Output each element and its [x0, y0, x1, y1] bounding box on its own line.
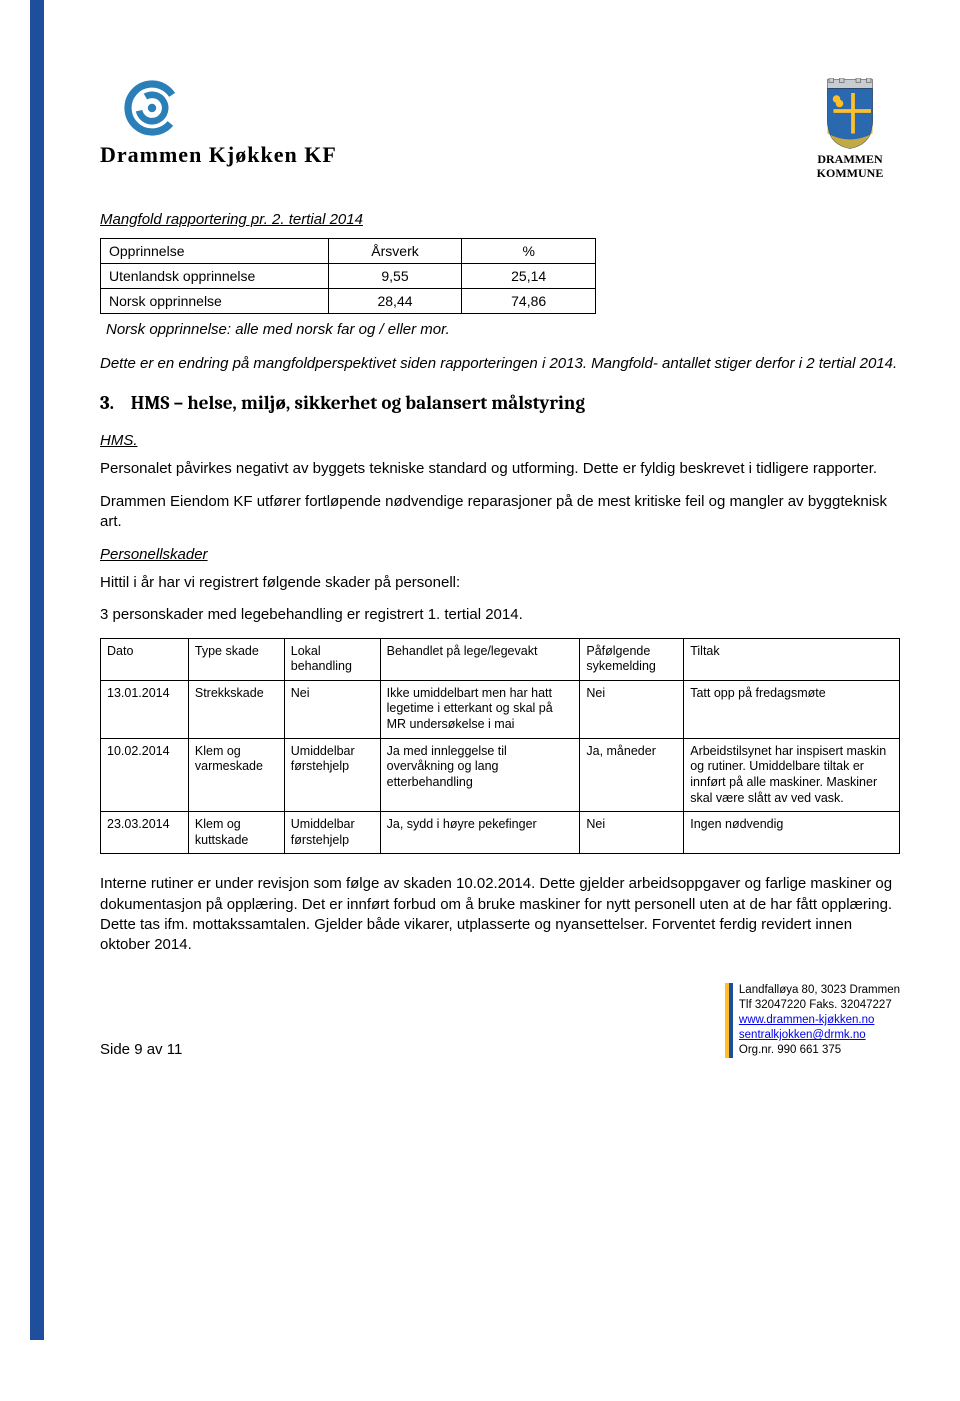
- section-3-heading: 3. HMS – helse, miljø, sikkerhet og bala…: [100, 392, 900, 414]
- skader-col-header: Tiltak: [684, 638, 900, 680]
- contact-phone: Tlf 32047220 Faks. 32047227: [739, 998, 900, 1013]
- table-cell: Umiddelbar førstehjelp: [284, 738, 380, 812]
- kommune-label: DRAMMEN KOMMUNE: [817, 152, 884, 181]
- table-cell: Ja, måneder: [580, 738, 684, 812]
- logo-left: Drammen Kjøkken KF: [100, 78, 337, 168]
- logo-right: DRAMMEN KOMMUNE: [800, 78, 900, 181]
- table-row: 10.02.2014Klem og varmeskadeUmiddelbar f…: [101, 738, 900, 812]
- personell-label: Personellskader: [100, 546, 900, 563]
- table-cell: 13.01.2014: [101, 680, 189, 738]
- table-cell: 10.02.2014: [101, 738, 189, 812]
- table-cell: Tatt opp på fredagsmøte: [684, 680, 900, 738]
- personell-p2: 3 personskader med legebehandling er reg…: [100, 605, 900, 625]
- mangfold-table: OpprinnelseÅrsverk% Utenlandsk opprinnel…: [100, 238, 596, 314]
- table-cell: Umiddelbar førstehjelp: [284, 812, 380, 854]
- hms-p1: Personalet påvirkes negativt av byggets …: [100, 459, 900, 479]
- table-cell: Klem og varmeskade: [188, 738, 284, 812]
- header: Drammen Kjøkken KF DRAMMEN KOMMUNE: [100, 78, 900, 181]
- table-cell: 9,55: [328, 263, 462, 288]
- shield-icon: [820, 78, 880, 150]
- kommune-line2: KOMMUNE: [817, 166, 884, 180]
- conclusion: Interne rutiner er under revisjon som fø…: [100, 874, 900, 955]
- mangfold-explain: Dette er en endring på mangfoldperspekti…: [100, 354, 900, 374]
- table-cell: 74,86: [462, 288, 596, 313]
- skader-col-header: Påfølgende sykemelding: [580, 638, 684, 680]
- mangfold-col-header: Årsverk: [328, 238, 462, 263]
- skader-col-header: Dato: [101, 638, 189, 680]
- mangfold-col-header: %: [462, 238, 596, 263]
- table-row: 13.01.2014StrekkskadeNeiIkke umiddelbart…: [101, 680, 900, 738]
- table-cell: Ja med innleggelse til overvåkning og la…: [380, 738, 580, 812]
- contact-address: Landfalløya 80, 3023 Drammen: [739, 983, 900, 998]
- contact-email-link[interactable]: sentralkjokken@drmk.no: [739, 1029, 866, 1041]
- table-cell: Strekkskade: [188, 680, 284, 738]
- table-cell: Nei: [284, 680, 380, 738]
- footer: Side 9 av 11 Landfalløya 80, 3023 Dramme…: [100, 983, 900, 1058]
- table-row: Norsk opprinnelse28,4474,86: [101, 288, 596, 313]
- skader-table: DatoType skadeLokal behandlingBehandlet …: [100, 638, 900, 855]
- table-cell: Nei: [580, 680, 684, 738]
- kommune-line1: DRAMMEN: [817, 152, 882, 166]
- table-cell: Arbeidstilsynet har inspisert maskin og …: [684, 738, 900, 812]
- table-cell: 25,14: [462, 263, 596, 288]
- skader-col-header: Lokal behandling: [284, 638, 380, 680]
- swirl-icon: [122, 78, 182, 138]
- skader-col-header: Behandlet på lege/legevakt: [380, 638, 580, 680]
- table-cell: Ja, sydd i høyre pekefinger: [380, 812, 580, 854]
- table-cell: Nei: [580, 812, 684, 854]
- contact-org: Org.nr. 990 661 375: [739, 1043, 900, 1058]
- contact-block: Landfalløya 80, 3023 Drammen Tlf 3204722…: [729, 983, 900, 1058]
- table-cell: Utenlandsk opprinnelse: [101, 263, 329, 288]
- heading-num: 3.: [100, 392, 114, 414]
- mangfold-title: Mangfold rapportering pr. 2. tertial 201…: [100, 211, 900, 228]
- table-cell: 28,44: [328, 288, 462, 313]
- table-row: 23.03.2014Klem og kuttskadeUmiddelbar fø…: [101, 812, 900, 854]
- mangfold-col-header: Opprinnelse: [101, 238, 329, 263]
- table-cell: 23.03.2014: [101, 812, 189, 854]
- hms-label: HMS.: [100, 432, 900, 449]
- brand-name: Drammen Kjøkken KF: [100, 142, 337, 168]
- page-content: Drammen Kjøkken KF DRAMMEN KOMMUNE M: [0, 0, 960, 1098]
- page-number: Side 9 av 11: [100, 1041, 182, 1058]
- table-row: Utenlandsk opprinnelse9,5525,14: [101, 263, 596, 288]
- table-cell: Klem og kuttskade: [188, 812, 284, 854]
- mangfold-footnote: Norsk opprinnelse: alle med norsk far og…: [106, 320, 900, 340]
- table-cell: Norsk opprinnelse: [101, 288, 329, 313]
- skader-col-header: Type skade: [188, 638, 284, 680]
- contact-web-link[interactable]: www.drammen-kjøkken.no: [739, 1014, 874, 1026]
- table-cell: Ikke umiddelbart men har hatt legetime i…: [380, 680, 580, 738]
- table-cell: Ingen nødvendig: [684, 812, 900, 854]
- personell-p1: Hittil i år har vi registrert følgende s…: [100, 573, 900, 593]
- hms-p2: Drammen Eiendom KF utfører fortløpende n…: [100, 492, 900, 533]
- heading-title: HMS – helse, miljø, sikkerhet og balanse…: [131, 392, 585, 414]
